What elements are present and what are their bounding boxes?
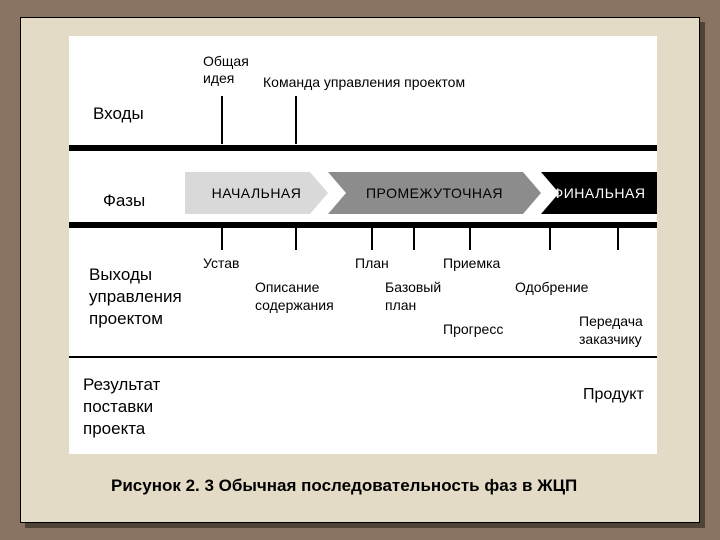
output-label-4: Приемка [443,254,500,272]
output-tick-6 [549,224,551,250]
phase-label-2: ФИНАЛЬНАЯ [541,185,657,201]
input-label-1: Команда управления проектом [263,74,465,91]
rule-top [69,145,657,151]
rule-mid [69,222,657,228]
output-tick-3 [413,224,415,250]
slide-outer: НАЧАЛЬНАЯПРОМЕЖУТОЧНАЯФИНАЛЬНАЯ Входы Фазы… [0,0,720,540]
figure-caption: Рисунок 2. 3 Обычная последовательность … [111,476,577,496]
output-tick-1 [295,224,297,250]
phase-label-0: НАЧАЛЬНАЯ [185,185,328,201]
output-label-7: Передачазаказчику [579,312,643,348]
row-label-outputs: Выходыуправленияпроектом [89,264,182,330]
result-value: Продукт [583,386,644,404]
rule-bot [69,356,657,358]
phase-label-1: ПРОМЕЖУТОЧНАЯ [328,185,541,201]
input-label-0: Общаяидея [203,53,249,87]
output-label-0: Устав [203,254,239,272]
output-tick-2 [371,224,373,250]
row-label-inputs: Входы [93,104,144,124]
output-label-1: Описаниесодержания [255,278,334,314]
output-label-6: Одобрение [515,278,588,296]
diagram-area: НАЧАЛЬНАЯПРОМЕЖУТОЧНАЯФИНАЛЬНАЯ Входы Фазы… [69,36,657,454]
inner-panel: НАЧАЛЬНАЯПРОМЕЖУТОЧНАЯФИНАЛЬНАЯ Входы Фазы… [20,17,700,523]
output-tick-0 [221,224,223,250]
input-tick-0 [221,96,223,144]
output-label-3: Базовыйплан [385,278,441,314]
output-tick-4 [469,224,471,250]
input-tick-1 [295,96,297,144]
row-label-result: Результатпоставкипроекта [83,374,160,440]
row-label-phases: Фазы [103,191,145,211]
output-tick-7 [617,224,619,250]
output-label-5: Прогресс [443,320,503,338]
output-label-2: План [355,254,389,272]
